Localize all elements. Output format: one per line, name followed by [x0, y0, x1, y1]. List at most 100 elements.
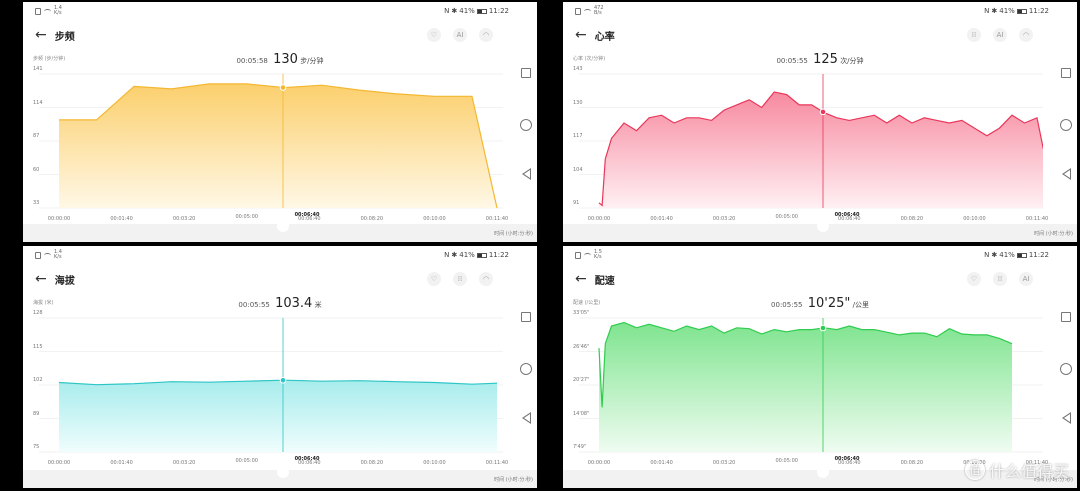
footsteps-icon[interactable]: ⁞⁞	[967, 28, 981, 42]
x-tick-label: 00:05:00	[775, 214, 798, 220]
recents-button[interactable]	[1061, 312, 1071, 322]
network-speed: 472 B/s	[594, 5, 604, 16]
speedometer-icon[interactable]: ◠	[1019, 28, 1033, 42]
scrubber-knob[interactable]	[277, 466, 289, 478]
y-tick-label: 115	[33, 343, 43, 350]
heart-rate-icon[interactable]: ♡	[427, 28, 441, 42]
y-tick-label: 20'27"	[573, 377, 590, 383]
x-tick-label: 00:08:20	[360, 460, 384, 466]
x-tick-label: 00:01:40	[110, 460, 133, 466]
ai-icon[interactable]: AI	[993, 28, 1007, 42]
area-chart[interactable]: 33'05" 26'46" 20'27" 14'08" 7'49" 00:00:00 00:…	[573, 310, 1048, 472]
x-axis-title: 时间 (小时:分:秒)	[1034, 477, 1073, 483]
scrubber-knob[interactable]	[277, 220, 289, 232]
ai-icon[interactable]: AI	[453, 28, 467, 42]
wifi-icon	[44, 8, 51, 14]
page-title: 心率	[594, 31, 615, 43]
recents-button[interactable]	[1061, 68, 1071, 78]
recents-button[interactable]	[521, 68, 531, 78]
readout-value: 10'25"	[807, 296, 851, 311]
home-button[interactable]	[1060, 363, 1072, 375]
readout-value: 103.4	[275, 296, 313, 311]
y-tick-label: 14'08"	[573, 410, 590, 417]
nav-back-button[interactable]	[1062, 412, 1071, 424]
nfc-icon: N	[444, 7, 450, 15]
y-tick-label: 114	[33, 99, 43, 106]
footsteps-icon[interactable]: ⁞⁞	[453, 272, 467, 286]
back-arrow-icon[interactable]: ←	[35, 27, 47, 43]
y-axis-title: 心率 (次/分钟)	[573, 56, 606, 62]
network-speed: 1.4 K/s	[54, 249, 62, 260]
x-tick-label: 00:06:40	[838, 216, 861, 222]
readout-time: 00:05:55	[771, 301, 803, 309]
nfc-icon: N	[984, 7, 990, 15]
network-speed: 1.5 K/s	[594, 249, 602, 260]
metric-switch-icons: ⁞⁞ AI ◠	[967, 28, 1033, 42]
status-bar: 1.5 K/s N ✱ 41% 11:22	[563, 246, 1077, 266]
timeline-scrubber[interactable]: 时间 (小时:分:秒)	[23, 466, 537, 488]
bluetooth-icon: ✱	[991, 7, 998, 15]
x-tick-label: 00:11:40	[485, 216, 509, 222]
x-tick-label: 00:00:00	[47, 216, 71, 222]
nav-back-button[interactable]	[522, 412, 531, 424]
area-chart[interactable]: 143 130 117 104 91 00:00:00 00:01:40 00:03:20 00…	[573, 66, 1048, 228]
timeline-scrubber[interactable]: 时间 (小时:分:秒)	[563, 220, 1077, 242]
home-button[interactable]	[1060, 119, 1072, 131]
nav-back-button[interactable]	[522, 168, 531, 180]
heart-rate-icon[interactable]: ♡	[427, 272, 441, 286]
x-tick-label: 00:03:20	[712, 216, 736, 222]
android-nav-bar	[513, 2, 537, 242]
back-arrow-icon[interactable]: ←	[35, 271, 47, 287]
x-tick-label: 00:05:00	[235, 214, 258, 220]
x-tick-label: 00:08:20	[900, 460, 924, 466]
selected-readout: 00:05:55 103.4 米	[23, 296, 537, 311]
recents-button[interactable]	[521, 312, 531, 322]
wifi-icon	[584, 8, 591, 14]
selected-time-label: 00:06:40	[294, 456, 320, 462]
area-chart[interactable]: 141 114 87 60 33 00:00:00 00:01:40 00:03:20 00:0…	[33, 66, 508, 228]
y-axis-title: 步频 (步/分钟)	[33, 56, 66, 62]
scrubber-knob[interactable]	[817, 220, 829, 232]
status-bar: 1.4 K/s N ✱ 41% 11:22	[23, 2, 537, 22]
network-speed: 1.4 K/s	[54, 5, 62, 16]
y-tick-label: 117	[573, 133, 583, 139]
android-nav-bar	[1053, 2, 1077, 242]
readout-time: 00:05:55	[238, 301, 270, 309]
home-button[interactable]	[520, 363, 532, 375]
y-tick-label: 60	[33, 166, 40, 173]
battery-icon	[1016, 8, 1027, 14]
timeline-scrubber[interactable]: 时间 (小时:分:秒)	[23, 220, 537, 242]
status-bar: 472 B/s N ✱ 41% 11:22	[563, 2, 1077, 22]
y-tick-label: 26'46"	[573, 343, 590, 350]
y-tick-label: 128	[33, 310, 43, 316]
y-tick-label: 33'05"	[573, 310, 590, 316]
nfc-icon: N	[984, 251, 990, 259]
back-arrow-icon[interactable]: ←	[575, 271, 587, 287]
timeline-scrubber[interactable]: 时间 (小时:分:秒)	[563, 466, 1077, 488]
metric-switch-icons: ♡ AI ◠	[427, 28, 493, 42]
heart-rate-icon[interactable]: ♡	[967, 272, 981, 286]
x-tick-label: 00:00:00	[587, 460, 611, 466]
speedometer-icon[interactable]: ◠	[479, 272, 493, 286]
y-tick-label: 104	[573, 166, 583, 173]
x-tick-label: 00:10:00	[963, 216, 986, 222]
x-tick-label: 00:11:40	[485, 460, 509, 466]
panel-cadence: 1.4 K/s N ✱ 41% 11:22 ← 步频 ♡ AI ◠ 步频 (步/分钟)…	[0, 0, 540, 245]
android-nav-bar	[1053, 246, 1077, 488]
selected-time-label: 00:06:40	[834, 212, 860, 218]
nav-back-button[interactable]	[1062, 168, 1071, 180]
clock: 11:22	[488, 251, 509, 259]
speedometer-icon[interactable]: ◠	[479, 28, 493, 42]
area-chart[interactable]: 128 115 102 89 75 00:00:00 00:01:40 00:03:20 00:…	[33, 310, 508, 472]
x-axis-title: 时间 (小时:分:秒)	[1034, 231, 1073, 237]
back-arrow-icon[interactable]: ←	[575, 27, 587, 43]
sim-icon	[575, 7, 581, 15]
ai-icon[interactable]: AI	[1019, 272, 1033, 286]
selected-readout: 00:05:55 125 次/分钟	[563, 52, 1077, 67]
y-tick-label: 91	[573, 200, 580, 206]
scrubber-knob[interactable]	[817, 466, 829, 478]
status-bar: 1.4 K/s N ✱ 41% 11:22	[23, 246, 537, 266]
footsteps-icon[interactable]: ⁞⁞	[993, 272, 1007, 286]
home-button[interactable]	[520, 119, 532, 131]
